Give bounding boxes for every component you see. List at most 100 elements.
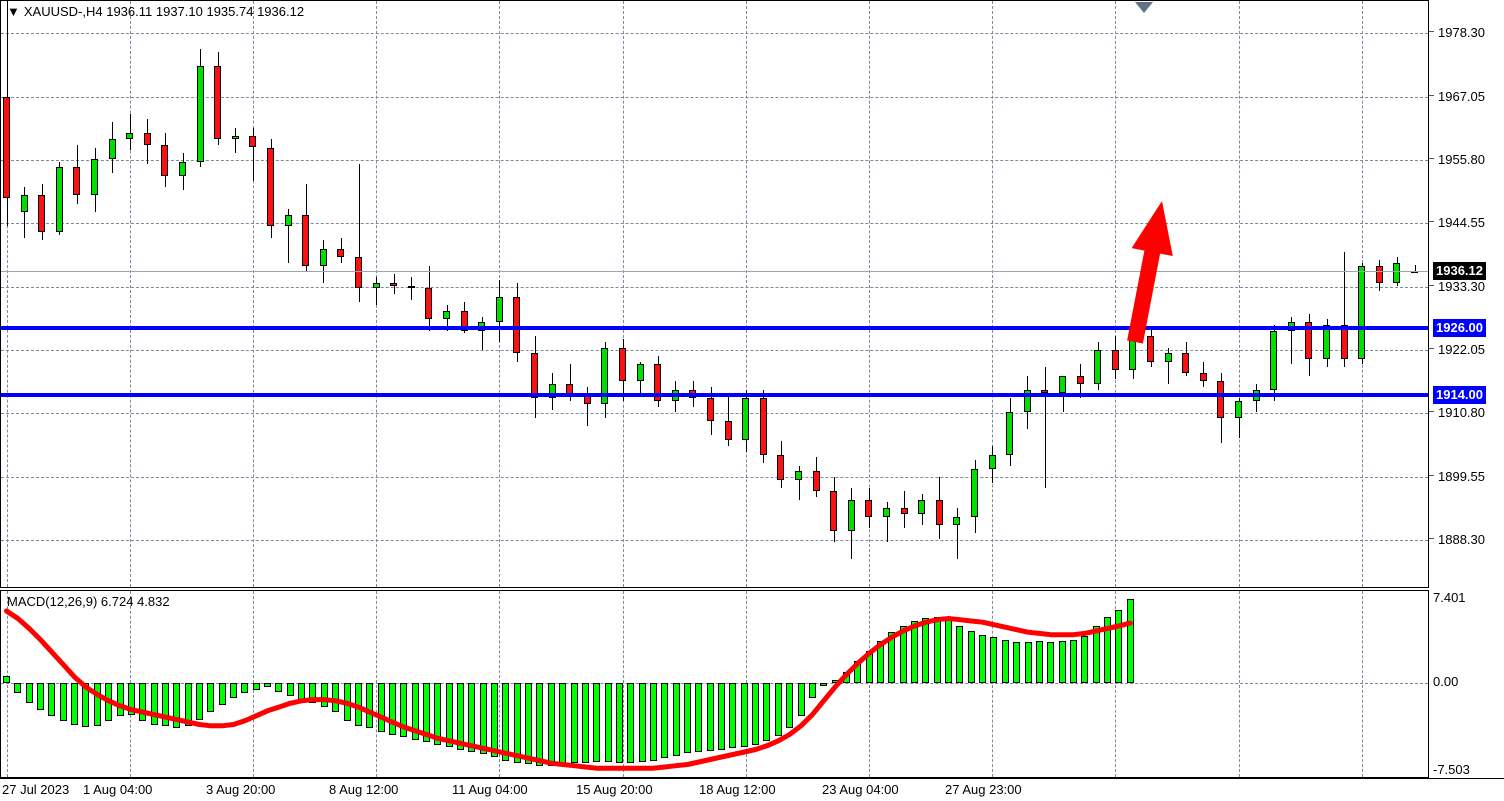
candlestick[interactable] [1182, 353, 1190, 373]
candlestick[interactable] [337, 248, 345, 258]
price-chart-panel[interactable]: ▼ XAUUSD-,H4 1936.11 1937.10 1935.74 1936… [0, 0, 1429, 588]
price-tick-mark [1429, 221, 1434, 223]
candlestick[interactable] [724, 420, 732, 441]
price-tick-label: 1955.80 [1429, 152, 1485, 167]
macd-histogram-bar [695, 683, 703, 752]
candlestick[interactable] [935, 499, 943, 525]
candlestick[interactable] [1270, 330, 1278, 390]
macd-histogram-bar [139, 683, 147, 721]
candlestick[interactable] [1235, 401, 1242, 418]
macd-plot-area[interactable] [1, 591, 1428, 777]
candlestick[interactable] [1375, 265, 1383, 283]
candlestick[interactable] [1323, 324, 1330, 359]
time-axis[interactable]: 27 Jul 2023 1 Aug 04:00 3 Aug 20:00 8 Aug 1… [0, 778, 1504, 801]
candlestick[interactable] [1358, 265, 1366, 359]
candlestick[interactable] [3, 96, 10, 199]
vertical-gridline [253, 1, 254, 587]
candlestick[interactable] [1164, 353, 1172, 362]
candlestick[interactable] [302, 215, 310, 266]
candlestick[interactable] [1094, 350, 1102, 385]
candlestick[interactable] [355, 257, 362, 289]
candlestick[interactable] [812, 471, 820, 492]
candlestick[interactable] [777, 454, 785, 480]
candlestick[interactable] [495, 296, 503, 323]
candlestick[interactable] [548, 384, 556, 399]
candlestick[interactable] [126, 133, 134, 140]
macd-histogram-bar [502, 683, 510, 761]
candlestick[interactable] [1023, 389, 1031, 413]
macd-histogram-bar [899, 625, 907, 684]
candlestick[interactable] [1305, 322, 1313, 359]
candlestick[interactable] [1111, 350, 1119, 371]
candlestick[interactable] [1199, 372, 1207, 382]
macd-histogram-bar [740, 683, 748, 747]
candlestick[interactable] [654, 364, 662, 402]
candlestick[interactable] [636, 364, 644, 382]
candlestick[interactable] [1340, 324, 1348, 359]
candlestick[interactable] [1076, 375, 1084, 385]
candlestick[interactable] [108, 139, 116, 159]
candlestick[interactable] [20, 195, 28, 213]
candlestick[interactable] [918, 499, 926, 514]
candlestick[interactable] [531, 353, 538, 399]
candlestick[interactable] [214, 65, 222, 140]
candlestick[interactable] [179, 161, 186, 176]
candlestick[interactable] [900, 508, 908, 514]
candlestick[interactable] [407, 285, 415, 289]
candlestick[interactable] [1041, 389, 1049, 393]
candlestick[interactable] [267, 147, 274, 227]
candlestick[interactable] [55, 167, 63, 233]
candle-wick [1239, 398, 1240, 438]
candlestick[interactable] [865, 499, 873, 517]
macd-axis[interactable]: 7.401 0.00 -7.503 [1429, 590, 1504, 778]
candlestick[interactable] [707, 398, 714, 421]
candlestick[interactable] [619, 347, 626, 382]
candlestick[interactable] [847, 499, 855, 531]
macd-histogram-bar [967, 630, 975, 684]
candlestick[interactable] [795, 471, 802, 480]
candlestick[interactable] [38, 195, 46, 233]
price-axis[interactable]: 1978.30 1967.05 1955.80 1944.55 1933.30 1922.… [1429, 0, 1504, 588]
macd-histogram-bar [37, 683, 45, 710]
candlestick[interactable] [231, 136, 239, 140]
candlestick[interactable] [1059, 375, 1066, 393]
candlestick[interactable] [443, 310, 450, 320]
level-line[interactable] [1, 325, 1428, 330]
candlestick[interactable] [742, 398, 750, 441]
candlestick[interactable] [988, 454, 996, 469]
candlestick[interactable] [830, 491, 838, 531]
candlestick[interactable] [1147, 336, 1154, 362]
candlestick[interactable] [372, 282, 380, 289]
candlestick[interactable] [1393, 263, 1401, 283]
candlestick[interactable] [161, 144, 169, 176]
candlestick[interactable] [390, 282, 398, 286]
candlestick[interactable] [196, 65, 204, 162]
candlestick[interactable] [953, 516, 961, 525]
macd-indicator-panel[interactable]: MACD(12,26,9) 6.724 4.832 [0, 590, 1429, 778]
collapse-triangle-icon[interactable]: ▼ [7, 4, 20, 19]
candlestick[interactable] [1217, 381, 1225, 418]
candlestick[interactable] [319, 248, 327, 266]
candlestick[interactable] [1006, 412, 1014, 455]
candlestick[interactable] [971, 468, 978, 517]
candlestick[interactable] [460, 310, 468, 331]
candlestick[interactable] [425, 288, 433, 320]
candlestick[interactable] [249, 136, 257, 148]
level-price-tag[interactable]: 1926.00 [1433, 318, 1486, 337]
candlestick[interactable] [91, 158, 98, 196]
macd-signal-line-container [4, 608, 1133, 771]
level-line[interactable] [1, 393, 1428, 398]
candlestick[interactable] [883, 508, 890, 517]
candlestick[interactable] [284, 215, 292, 227]
price-plot-area[interactable] [1, 1, 1428, 587]
macd-histogram-bar [252, 683, 260, 690]
candlestick[interactable] [601, 347, 609, 404]
candlestick[interactable] [143, 133, 151, 145]
up-arrow-icon[interactable] [1127, 201, 1173, 344]
level-price-tag[interactable]: 1914.00 [1433, 386, 1486, 405]
macd-histogram-bar [763, 683, 771, 741]
candlestick[interactable] [759, 398, 767, 455]
candlestick[interactable] [513, 296, 521, 354]
vertical-gridline [1239, 1, 1240, 587]
candlestick[interactable] [73, 167, 81, 196]
